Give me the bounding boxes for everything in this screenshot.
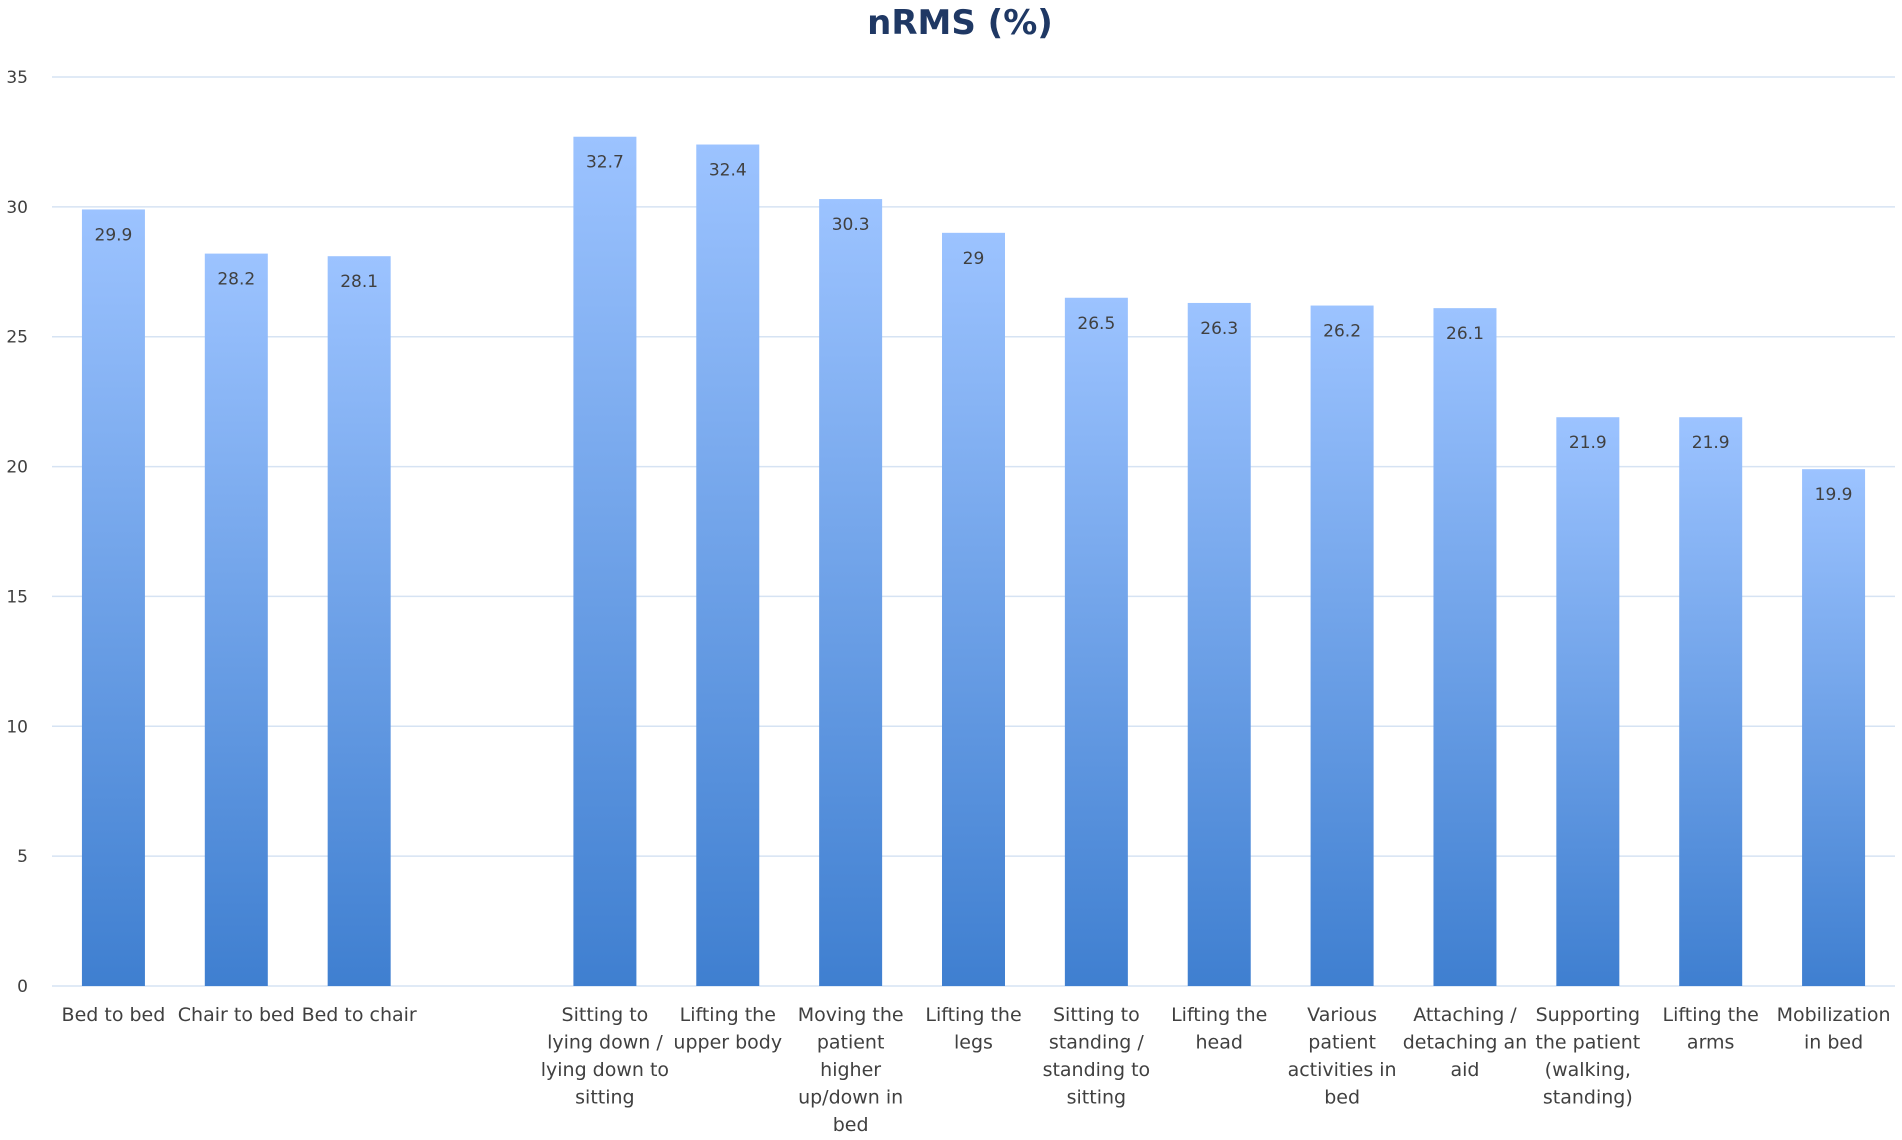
data-label: 32.7 (586, 153, 624, 173)
bar (942, 232, 1005, 987)
chart-title: nRMS (%) (867, 3, 1053, 43)
bar (696, 144, 760, 987)
data-label: 19.9 (1815, 485, 1853, 505)
y-tick-label: 35 (6, 68, 28, 88)
data-label: 28.1 (340, 272, 378, 292)
data-label: 29 (963, 249, 985, 269)
y-tick-label: 15 (6, 587, 28, 607)
bars (81, 136, 1866, 987)
y-tick-label: 5 (17, 847, 28, 867)
y-tick-label: 20 (6, 458, 28, 478)
data-labels: 29.9 28.2 28.1 32.7 32.4 30.3 29 26.5 26.3 26.2 26… (95, 153, 1853, 505)
data-label: 26.3 (1200, 319, 1238, 339)
data-label: 28.2 (217, 270, 255, 290)
y-tick-label: 0 (17, 977, 28, 997)
bar (1556, 417, 1620, 986)
bar (1064, 297, 1128, 986)
y-tick-label: 25 (6, 328, 28, 348)
bar (327, 256, 391, 986)
data-label: 26.1 (1446, 324, 1484, 344)
bar (1433, 308, 1497, 986)
x-tick-label: Chair to bed (178, 1004, 295, 1026)
data-label: 30.3 (832, 215, 870, 235)
x-tick-label: Sitting to lying down / lying down to sitti… (541, 1004, 669, 1109)
bar (1310, 305, 1374, 986)
x-tick-label: Bed to bed (62, 1004, 166, 1026)
data-label: 21.9 (1569, 433, 1607, 453)
y-tick-label: 30 (6, 198, 28, 218)
x-tick-label: Bed to chair (302, 1004, 417, 1026)
x-tick-label: Moving the patient higher up/down in bed (798, 1004, 904, 1135)
data-label: 29.9 (95, 225, 133, 245)
bar (1679, 417, 1743, 986)
x-tick-label: Lifting the legs (925, 1004, 1021, 1054)
x-tick-label: Various patient activities in bed (1288, 1004, 1397, 1109)
x-tick-label: Supporting the patient (walking, standing) (1535, 1004, 1640, 1109)
bar (819, 199, 883, 986)
bar (1802, 469, 1866, 986)
x-tick-label: Lifting the head (1171, 1004, 1267, 1054)
bar (573, 136, 637, 987)
x-tick-label: Attaching / detaching an aid (1403, 1004, 1527, 1081)
y-axis: 0 5 10 15 20 25 30 35 (6, 68, 28, 997)
data-label: 32.4 (709, 161, 747, 181)
data-label: 26.2 (1323, 322, 1361, 342)
bar (204, 253, 268, 986)
bar (81, 209, 145, 986)
bar (1187, 302, 1251, 986)
x-tick-label: Mobilization in bed (1777, 1004, 1891, 1054)
x-tick-label: Sitting to standing / standing to sitting (1043, 1004, 1151, 1109)
data-label: 21.9 (1692, 433, 1730, 453)
y-tick-label: 10 (6, 717, 28, 737)
data-label: 26.5 (1077, 314, 1115, 334)
x-tick-label: Lifting the upper body (673, 1004, 782, 1054)
x-tick-label: Lifting the arms (1663, 1004, 1759, 1054)
